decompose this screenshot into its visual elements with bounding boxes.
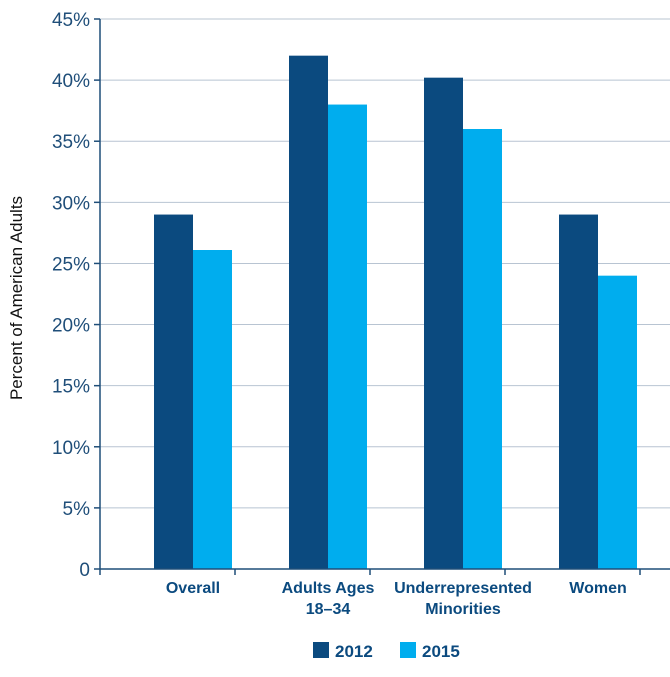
y-tick-label: 15%: [52, 377, 90, 398]
x-category-label: Underrepresented Minorities: [394, 580, 532, 618]
y-tick-label: 35%: [52, 132, 90, 153]
y-tick-label: 0: [79, 560, 90, 581]
bar-2012-1: [289, 55, 328, 569]
legend-label: 2012: [335, 642, 373, 661]
y-tick-label: 20%: [52, 316, 90, 337]
axes: [94, 18, 670, 575]
x-category-label-line: Women: [569, 580, 626, 597]
x-category-label-line: Minorities: [425, 601, 501, 618]
legend-item-2012: 2012: [313, 642, 373, 661]
x-category-label-line: 18–34: [306, 601, 351, 618]
bar-2015-1: [328, 104, 367, 570]
bar-2015-0: [193, 250, 232, 569]
y-axis-title: Percent of American Adults: [7, 196, 26, 400]
legend-label: 2015: [422, 642, 460, 661]
bar-2012-2: [424, 77, 463, 570]
bar-2015-2: [463, 129, 502, 569]
y-tick-label: 25%: [52, 254, 90, 275]
y-tick-label: 10%: [52, 438, 90, 459]
x-category-label-line: Overall: [166, 580, 220, 597]
x-category-label-line: Underrepresented: [394, 580, 532, 597]
bars: [154, 55, 637, 570]
y-tick-label: 40%: [52, 71, 90, 92]
x-category-label-line: Adults Ages: [282, 580, 375, 597]
x-category-label: Overall: [166, 580, 220, 597]
legend-swatch: [400, 642, 416, 658]
y-tick-label: 5%: [63, 499, 91, 520]
y-tick-label: 45%: [52, 10, 90, 31]
legend: 2012 2015: [313, 642, 460, 661]
x-category-label: Adults Ages 18–34: [282, 580, 375, 618]
bar-2015-3: [598, 275, 637, 569]
x-category-label: Women: [569, 580, 626, 597]
bar-2012-0: [154, 214, 193, 570]
y-tick-label: 30%: [52, 193, 90, 214]
bar-2012-3: [559, 214, 598, 570]
legend-item-2015: 2015: [400, 642, 460, 661]
y-tick-labels: 0 5% 10% 15% 20% 25% 30% 35% 40% 45%: [52, 10, 90, 581]
category-labels: Overall Adults Ages 18–34 Underrepresented M…: [166, 580, 627, 618]
legend-swatch: [313, 642, 329, 658]
